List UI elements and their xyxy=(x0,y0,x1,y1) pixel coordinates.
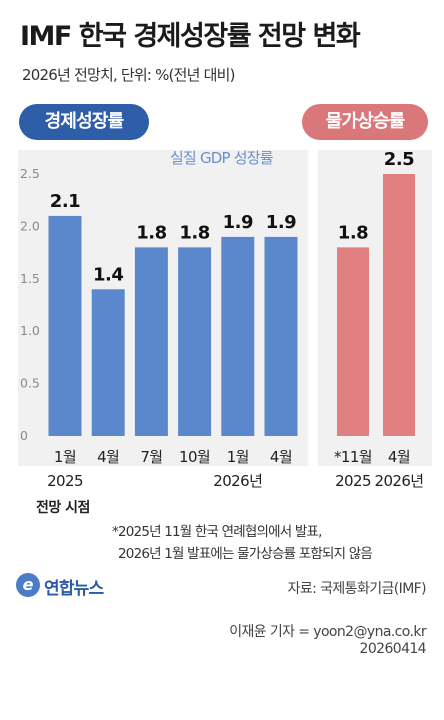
data-label: 1.8 xyxy=(179,222,209,243)
year-label: 2025 xyxy=(335,472,371,490)
y-tick-label: 2.5 xyxy=(20,166,40,181)
y-tick-label: 1.0 xyxy=(20,323,40,338)
x-tick-label: 4월 xyxy=(270,448,292,466)
chart-title: IMF 한국 경제성장률 전망 변화 xyxy=(20,21,361,52)
data-label: 1.8 xyxy=(136,222,166,243)
data-label: 1.8 xyxy=(338,222,368,243)
chart-subtitle: 2026년 전망치, 단위: %(전년 대비) xyxy=(22,66,235,84)
growth-bar xyxy=(178,247,212,436)
x-tick-label: 1월 xyxy=(54,448,76,466)
growth-bar xyxy=(48,215,82,436)
yonhap-logo-icon: e xyxy=(16,573,40,597)
yonhap-logo-text: 연합뉴스 xyxy=(44,579,104,599)
x-tick-label: 4월 xyxy=(388,448,410,466)
growth-bar xyxy=(221,236,255,436)
y-tick-label: 0 xyxy=(20,428,28,443)
data-label: 2.1 xyxy=(50,191,80,212)
footnote-line: 2026년 1월 발표에는 물가상승률 포함되지 않음 xyxy=(118,546,373,562)
x-tick-label: *11월 xyxy=(334,448,372,466)
source-credit: 자료: 국제통화기금(IMF) xyxy=(287,581,427,597)
inflation-rate-pill: 물가상승률 xyxy=(302,104,428,140)
publish-date: 20260414 xyxy=(359,641,427,657)
series-label: 실질 GDP 성장률 xyxy=(170,149,274,167)
x-tick-label: 1월 xyxy=(227,448,249,466)
x-tick-label: 4월 xyxy=(97,448,119,466)
growth-bar xyxy=(91,289,125,436)
x-axis-title: 전망 시점 xyxy=(36,500,90,516)
x-tick-label: 7월 xyxy=(140,448,162,466)
growth-rate-pill: 경제성장률 xyxy=(19,104,149,140)
x-tick-label: 10월 xyxy=(179,448,210,466)
year-label: 2026년 xyxy=(375,472,424,490)
data-label: 1.9 xyxy=(266,212,296,233)
inflation-bar xyxy=(337,247,369,436)
year-label: 2026년 xyxy=(213,472,262,490)
growth-bar xyxy=(264,236,298,436)
footnote-line: *2025년 11월 한국 연례협의에서 발표, xyxy=(112,524,322,540)
data-label: 1.4 xyxy=(93,264,123,285)
year-label: 2025 xyxy=(47,472,83,490)
reporter-credit: 이재윤 기자 = yoon2@yna.co.kr xyxy=(229,624,426,640)
growth-bar xyxy=(134,247,168,436)
inflation-bar xyxy=(383,174,415,436)
data-label: 2.5 xyxy=(384,149,414,170)
y-tick-label: 2.0 xyxy=(20,218,40,233)
y-tick-label: 0.5 xyxy=(20,376,40,391)
y-tick-label: 1.5 xyxy=(20,271,40,286)
data-label: 1.9 xyxy=(223,212,253,233)
